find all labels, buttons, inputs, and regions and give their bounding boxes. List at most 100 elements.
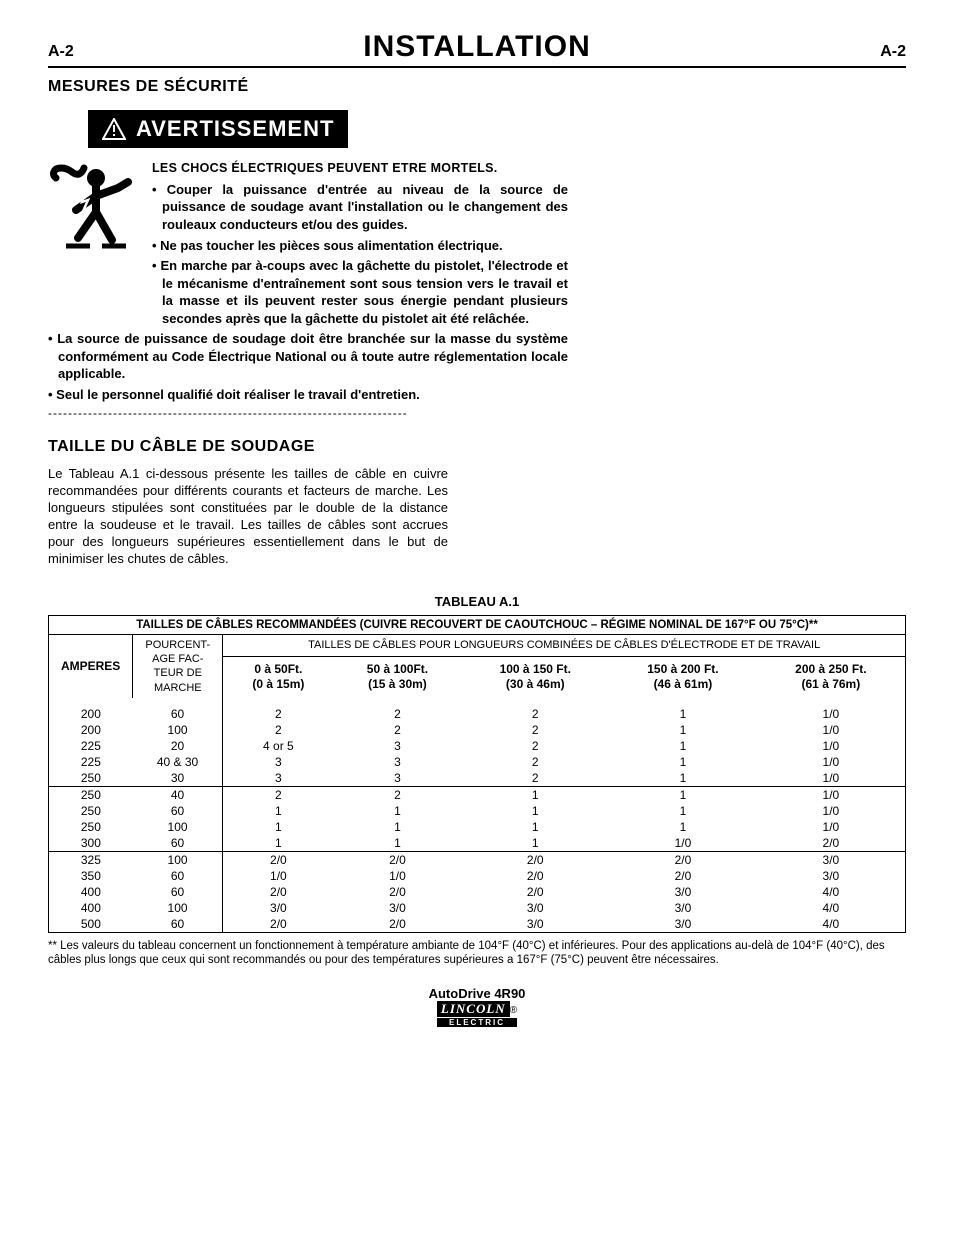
table-cell: 2/0 [609,851,757,868]
warning-bullets-below: La source de puissance de soudage doit ê… [48,330,568,403]
table-cell: 1 [609,722,757,738]
table-cell: 2 [223,706,334,722]
table-cell: 60 [133,835,223,852]
table-row: 20010022211/0 [49,722,906,738]
table-row: 2506011111/0 [49,803,906,819]
table-row: 500602/02/03/03/04/0 [49,916,906,933]
table-row: 4001003/03/03/03/04/0 [49,900,906,916]
cable-size-table: TAILLES DE CÂBLES RECOMMANDÉES (CUIVRE R… [48,615,906,933]
warning-bullets-top: Couper la puissance d'entrée au niveau d… [152,181,568,327]
table-cell: 2/0 [461,868,609,884]
page-footer: AutoDrive 4R90 LINCOLN® ELECTRIC [48,986,906,1028]
table-cell: 1 [223,803,334,819]
table-cell: 1/0 [757,754,906,770]
table-cell: 100 [133,900,223,916]
brand-lincoln: LINCOLN [437,1001,510,1017]
table-cell: 3/0 [609,900,757,916]
table-cell: 4/0 [757,900,906,916]
table-top-header: TAILLES DE CÂBLES RECOMMANDÉES (CUIVRE R… [49,615,906,634]
table-cell: 1/0 [757,722,906,738]
table-cell: 225 [49,754,133,770]
table-cell: 1/0 [609,835,757,852]
table-cell: 3 [333,770,461,787]
section-heading-cable: TAILLE DU CÂBLE DE SOUDAGE [48,438,906,456]
table-cell: 3/0 [333,900,461,916]
table-row: 2006022211/0 [49,706,906,722]
table-cell: 2/0 [223,884,334,900]
table-cell: 4/0 [757,916,906,933]
table-row: 3251002/02/02/02/03/0 [49,851,906,868]
table-cell: 2/0 [223,916,334,933]
table-cell: 4 or 5 [223,738,334,754]
warning-label: AVERTISSEMENT [136,116,334,142]
table-cell: 2/0 [333,884,461,900]
warning-text-block: LES CHOCS ÉLECTRIQUES PEUVENT ETRE MORTE… [152,160,568,330]
col-range-5: 200 à 250 Ft.(61 à 76m) [757,656,906,698]
table-cell: 1 [333,835,461,852]
table-cell: 60 [133,803,223,819]
table-cell: 250 [49,770,133,787]
page-title: INSTALLATION [108,30,846,64]
table-cell: 2 [461,754,609,770]
table-cell: 200 [49,722,133,738]
table-cell: 2/0 [757,835,906,852]
col-amperes: AMPERES [49,634,133,698]
table-cell: 1 [609,803,757,819]
table-cell: 3/0 [609,916,757,933]
shock-title: LES CHOCS ÉLECTRIQUES PEUVENT ETRE MORTE… [152,160,568,177]
section-heading-safety: MESURES DE SÉCURITÉ [48,78,906,96]
table-cell: 3 [223,770,334,787]
table-cell: 1 [609,738,757,754]
table-cell: 400 [49,884,133,900]
table-cell: 40 [133,786,223,803]
table-cell: 1 [223,819,334,835]
warning-bullet: La source de puissance de soudage doit ê… [48,330,568,383]
warning-banner: AVERTISSEMENT [88,110,348,148]
table-cell: 1 [461,803,609,819]
table-cell: 60 [133,868,223,884]
page-number-right: A-2 [846,43,906,61]
table-cell: 2 [333,786,461,803]
table-cell: 1/0 [757,770,906,787]
table-cell: 1 [609,819,757,835]
table-cell: 1 [223,835,334,852]
table-cell: 1 [461,835,609,852]
col-range-1: 0 à 50Ft.(0 à 15m) [223,656,334,698]
table-cell: 2 [333,722,461,738]
table-cell: 20 [133,738,223,754]
table-cell: 60 [133,884,223,900]
page-header: A-2 INSTALLATION A-2 [48,30,906,68]
table-cell: 3 [333,754,461,770]
table-cell: 200 [49,706,133,722]
table-cell: 60 [133,706,223,722]
warning-bullet: Ne pas toucher les pièces sous alimentat… [152,237,568,255]
warning-bullet: En marche par à-coups avec la gâchette d… [152,257,568,327]
table-body: 2006022211/020010022211/0225204 or 53211… [49,698,906,933]
table-cell: 2 [223,786,334,803]
table-cell: 1/0 [757,819,906,835]
table-cell: 2/0 [333,916,461,933]
table-cell: 250 [49,819,133,835]
table-cell: 400 [49,900,133,916]
table-cell: 1 [609,706,757,722]
table-row: 2504022111/0 [49,786,906,803]
table-row: 400602/02/02/03/04/0 [49,884,906,900]
table-cell: 1/0 [757,786,906,803]
table-cell: 3/0 [461,900,609,916]
table-cell: 30 [133,770,223,787]
table-cell: 1/0 [333,868,461,884]
table-cell: 2 [223,722,334,738]
table-cell: 1 [609,770,757,787]
col-range-3: 100 à 150 Ft.(30 à 46m) [461,656,609,698]
table-cell: 2/0 [223,851,334,868]
table-cell: 3/0 [461,916,609,933]
table-cell: 2/0 [333,851,461,868]
electric-shock-icon [48,160,138,330]
table-cell: 225 [49,738,133,754]
table-cell: 2/0 [461,851,609,868]
table-cell: 2/0 [461,884,609,900]
table-cell: 2 [461,706,609,722]
table-cell: 3/0 [757,851,906,868]
table-row: 225204 or 53211/0 [49,738,906,754]
warning-bullet: Couper la puissance d'entrée au niveau d… [152,181,568,234]
